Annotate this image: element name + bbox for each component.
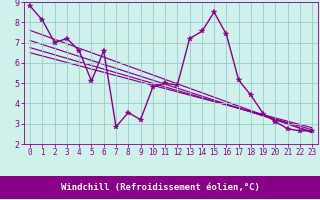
Text: Windchill (Refroidissement éolien,°C): Windchill (Refroidissement éolien,°C) [60,183,260,192]
